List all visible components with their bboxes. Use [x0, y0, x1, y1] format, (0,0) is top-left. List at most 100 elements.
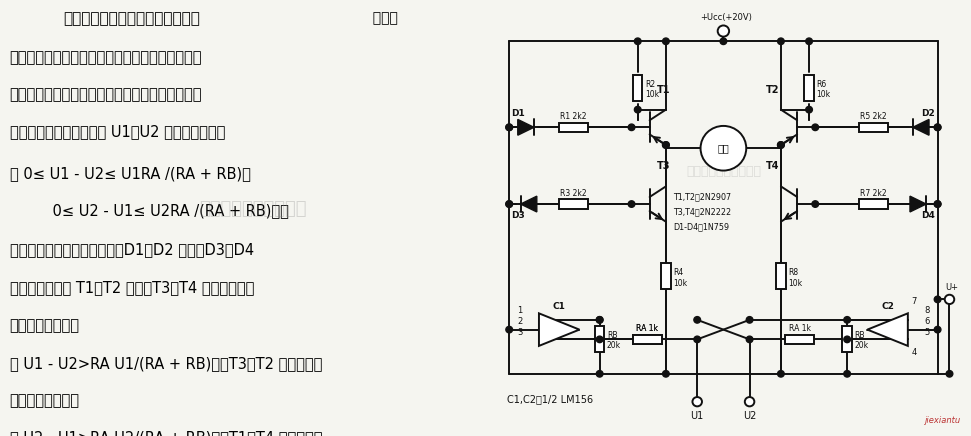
Text: 20k: 20k: [607, 341, 620, 351]
Text: 10k: 10k: [645, 90, 659, 99]
Circle shape: [662, 371, 669, 377]
Circle shape: [934, 124, 941, 130]
Bar: [859, 199, 887, 209]
Text: C2: C2: [881, 302, 894, 311]
Text: 的伺服作用是由电压信号 U1、U2 的差值控制的。: 的伺服作用是由电压信号 U1、U2 的差值控制的。: [10, 124, 225, 139]
Text: 电机: 电机: [718, 143, 729, 153]
Bar: [633, 335, 661, 344]
Text: U2: U2: [743, 411, 756, 421]
Bar: [559, 123, 587, 132]
Text: 20k: 20k: [854, 341, 868, 351]
Text: +Ucc(+20V): +Ucc(+20V): [700, 13, 752, 22]
Polygon shape: [520, 196, 537, 212]
Text: RB: RB: [607, 330, 618, 340]
Text: U+: U+: [946, 283, 958, 293]
Circle shape: [934, 296, 941, 303]
Text: RB: RB: [854, 330, 865, 340]
Circle shape: [596, 371, 603, 377]
Circle shape: [692, 397, 702, 406]
Text: 10k: 10k: [673, 279, 687, 288]
Circle shape: [812, 124, 819, 130]
Bar: [859, 123, 887, 132]
Text: D1-D4：1N759: D1-D4：1N759: [674, 222, 729, 231]
Circle shape: [946, 371, 953, 377]
Circle shape: [506, 201, 513, 207]
Circle shape: [745, 397, 754, 406]
Bar: [559, 199, 587, 209]
Circle shape: [945, 295, 954, 304]
Circle shape: [844, 336, 851, 343]
Text: jiexiantu: jiexiantu: [925, 416, 961, 425]
Text: T2: T2: [766, 85, 780, 95]
Circle shape: [747, 317, 753, 323]
Polygon shape: [539, 313, 580, 346]
Text: 当 0≤ U1 - U2≤ U1RA /(RA + RB)或: 当 0≤ U1 - U2≤ U1RA /(RA + RB)或: [10, 166, 251, 181]
Circle shape: [934, 124, 941, 130]
Polygon shape: [867, 313, 908, 346]
Text: RA 1k: RA 1k: [788, 324, 811, 334]
Circle shape: [506, 327, 513, 333]
Text: 0≤ U2 - U1≤ U2RA /(RA + RB)时，: 0≤ U2 - U1≤ U2RA /(RA + RB)时，: [34, 203, 288, 218]
Polygon shape: [518, 119, 534, 135]
Text: 10k: 10k: [817, 90, 830, 99]
Circle shape: [812, 201, 819, 207]
Text: R5 2k2: R5 2k2: [860, 112, 887, 121]
Text: R7 2k2: R7 2k2: [860, 189, 887, 198]
Text: T3: T3: [656, 161, 670, 171]
Text: R3 2k2: R3 2k2: [560, 189, 586, 198]
Circle shape: [596, 317, 603, 323]
Circle shape: [844, 371, 851, 377]
Circle shape: [806, 106, 813, 113]
Text: 当 U1 - U2>RA U1/(RA + RB)时，T3、T2 饱和导通，: 当 U1 - U2>RA U1/(RA + RB)时，T3、T2 饱和导通，: [10, 356, 322, 371]
Circle shape: [694, 336, 700, 343]
Text: R2: R2: [645, 79, 655, 89]
Circle shape: [628, 201, 635, 207]
Text: 10k: 10k: [788, 279, 802, 288]
Bar: [661, 263, 671, 289]
Circle shape: [634, 38, 641, 44]
Circle shape: [778, 142, 785, 148]
Circle shape: [596, 336, 603, 343]
Text: 8: 8: [924, 307, 930, 315]
Text: D2: D2: [921, 109, 935, 118]
Text: 1: 1: [517, 307, 522, 315]
Text: D1: D1: [512, 109, 525, 118]
Text: 6: 6: [924, 317, 930, 326]
Text: 电压加在电机上。: 电压加在电机上。: [10, 393, 80, 408]
Text: 导通，使晶体管 T1、T2 截止，T3、T4 饱和，电机上: 导通，使晶体管 T1、T2 截止，T3、T4 饱和，电机上: [10, 280, 254, 295]
Text: T4: T4: [766, 161, 780, 171]
Circle shape: [778, 371, 785, 377]
Circle shape: [506, 124, 513, 130]
Circle shape: [934, 201, 941, 207]
Circle shape: [718, 25, 729, 37]
Text: R1 2k2: R1 2k2: [560, 112, 586, 121]
Circle shape: [596, 317, 603, 323]
Text: 两个比较器输出均为高电平，D1、D2 截止，D3、D4: 两个比较器输出均为高电平，D1、D2 截止，D3、D4: [10, 242, 253, 257]
Circle shape: [934, 327, 941, 333]
Circle shape: [506, 124, 513, 130]
Circle shape: [662, 142, 669, 148]
Circle shape: [934, 201, 941, 207]
Circle shape: [806, 38, 813, 44]
Bar: [804, 75, 814, 101]
Text: C1,C2：1/2 LM156: C1,C2：1/2 LM156: [507, 394, 593, 404]
Circle shape: [700, 126, 747, 170]
Text: R4: R4: [673, 268, 684, 277]
Text: U1: U1: [690, 411, 704, 421]
Text: 4: 4: [912, 348, 917, 357]
Text: 3: 3: [517, 328, 522, 337]
Text: C1: C1: [552, 302, 566, 311]
Text: 桥路中的晶体管工作于饱和与截止状态，比常规的: 桥路中的晶体管工作于饱和与截止状态，比常规的: [10, 50, 202, 65]
Circle shape: [747, 336, 753, 343]
Bar: [633, 335, 661, 344]
Text: D4: D4: [921, 211, 935, 220]
Text: D3: D3: [512, 211, 525, 220]
Text: 7: 7: [912, 297, 917, 306]
Bar: [633, 75, 643, 101]
Circle shape: [628, 124, 635, 130]
Text: R6: R6: [817, 79, 826, 89]
Bar: [843, 326, 852, 352]
Text: RA 1k: RA 1k: [636, 324, 658, 334]
Text: 5: 5: [924, 328, 930, 337]
Text: T1: T1: [656, 85, 670, 95]
